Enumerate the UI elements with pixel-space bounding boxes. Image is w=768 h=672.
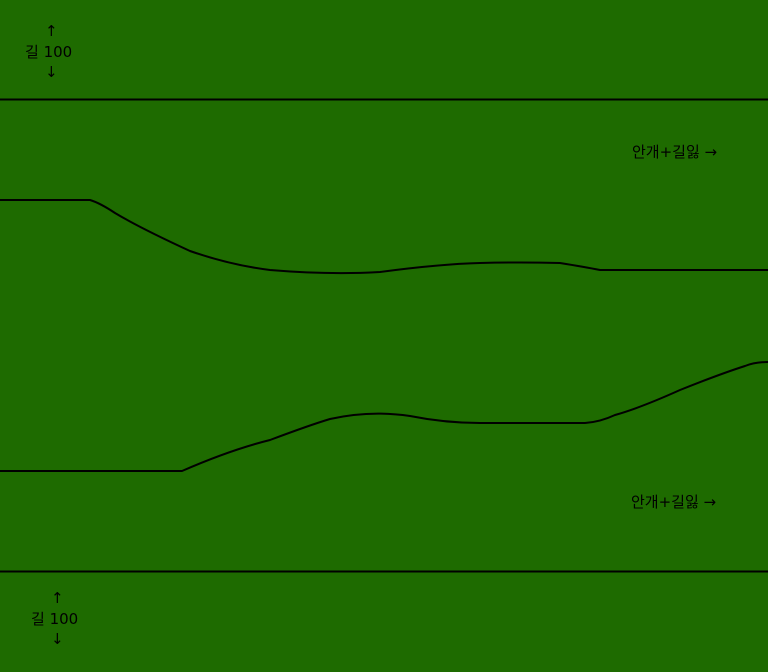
fog-lost-label-bottom: 안개+길잃 → [631,493,717,511]
arrow-down-icon: ↓ [51,630,64,648]
path-lower-edge [0,361,768,472]
fog-lost-label-top: 안개+길잃 → [632,143,718,161]
arrow-up-icon: ↑ [51,589,64,607]
arrow-down-icon: ↓ [45,63,58,81]
arrow-up-icon: ↑ [45,22,58,40]
distance-label-bottom: 길 100 [31,610,79,628]
path-upper-edge [0,199,768,275]
distance-label-top: 길 100 [25,43,73,61]
